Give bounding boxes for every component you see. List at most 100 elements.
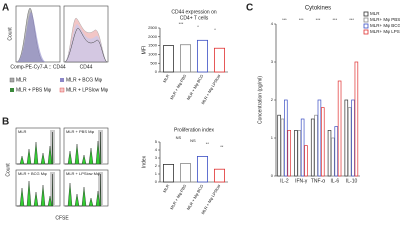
bar [287,130,291,177]
y-tick-label: 2 [271,97,274,102]
y-tick-label: 4 [271,21,274,26]
histogram [65,173,102,207]
x-tick-label: IL-6 [330,178,339,184]
y-label: Concentration (pg/ml) [257,76,263,124]
panel-title: MLR + LPSlow Mφ [66,171,100,176]
y-tick-label: 0 [271,173,274,178]
bar [213,168,225,183]
legend-label: MLR + BCG Mφ [66,77,103,83]
chart-title: Cytokines [305,6,331,12]
y-label: Index [141,155,147,168]
y-tick-label: 1500 [148,43,158,48]
y-label: Count [5,163,11,177]
bar [304,145,308,177]
x-tick-label: IFN-γ [295,178,308,184]
histogram [17,173,54,207]
bar [321,107,325,177]
bar [213,47,225,73]
bar [327,130,332,177]
x-label: CFSE [55,215,69,221]
panel-title: MLR [18,129,27,134]
legend-label: MLR+ Mφ PBS [370,17,400,22]
bar [179,163,191,183]
bar [300,118,305,177]
legend-swatch [363,29,369,35]
x-tick-label: MLR + Mφ PBS [169,73,188,100]
bar [344,99,349,177]
y-tick-label: 3 [271,59,274,64]
legend-swatch [10,88,14,92]
bar [310,118,315,177]
annotation: *** [299,17,304,22]
annotation: NS [176,135,182,140]
y-tick-label: 500 [150,60,157,65]
bar [162,163,174,183]
histogram [65,24,107,62]
bar [314,114,318,177]
chart-title: Proliferation index [174,127,215,133]
legend-swatch [363,17,369,23]
legend-label: MLR [370,11,380,16]
y-tick-label: 1000 [148,51,158,56]
legend-label: MLR+ Mφ LPSlow [370,29,400,34]
y-tick-label: 2000 [148,34,158,39]
y-label: MFI [141,46,147,55]
x-tick-label: MLR + Mφ PBS [169,183,188,210]
panel-title: MLR + PBS Mφ [66,129,94,134]
y-tick-label: 3 [155,155,158,160]
bar [162,45,174,73]
bar [294,130,298,177]
bar [337,80,342,177]
bar [331,137,335,177]
annotation: * [197,24,199,29]
histogram [17,131,54,165]
bar [297,130,302,177]
annotation: * [214,27,216,32]
annotation: *** [349,17,354,22]
bar [317,99,322,177]
x-label: Comp-PE-Cy7-A :: CD44 [10,64,66,70]
chart-title: CD4+ T cells [180,15,209,21]
bar [351,99,355,177]
y-label: Count [7,27,13,41]
bar [196,39,208,73]
legend-swatch [59,87,65,93]
panel-label: C [246,3,253,14]
y-tick-label: 1 [271,135,274,140]
y-tick-label: 5 [155,139,158,144]
legend-swatch [60,78,64,82]
y-tick-label: 2 [155,163,158,168]
legend-swatch [363,11,369,17]
histogram [17,12,46,62]
x-tick-label: MLR [162,73,171,83]
y-tick-label: 0 [155,69,158,74]
bar [347,107,352,177]
legend-label: MLR [16,77,27,83]
y-tick-label: 2500 [148,25,158,30]
panel-label: A [2,3,9,14]
bar [334,126,339,177]
legend-swatch [363,23,369,29]
flow-b: Count CFSE [5,163,69,222]
y-tick-label: 0 [155,179,158,184]
chart-title: CD44 expression on [171,9,217,15]
panel-title: MLR + BCG Mφ [18,171,47,176]
x-tick-label: MLR + Mφ BCG [186,74,205,101]
bar [179,44,191,73]
legend-label: MLR + PBS Mφ [16,87,52,93]
annotation: *** [179,21,184,26]
bar [284,99,288,177]
panel-label: B [2,117,9,128]
histogram [65,131,102,165]
figure: A B C Count Comp-PE-Cy7-A :: CD44 CD44 M… [2,3,400,222]
y-tick-label: 4 [155,147,158,152]
x-tick-label: MLR + Mφ BCG [186,184,205,211]
bar [277,114,281,177]
legend-label: MLR + LPSlow Mφ [66,87,109,93]
x-tick-label: IL-10 [346,178,358,184]
bar [196,155,208,183]
legend-swatch [9,77,15,83]
x-tick-label: IL-2 [280,178,289,184]
y-tick-label: 1 [155,171,158,176]
annotation: *** [332,17,337,22]
